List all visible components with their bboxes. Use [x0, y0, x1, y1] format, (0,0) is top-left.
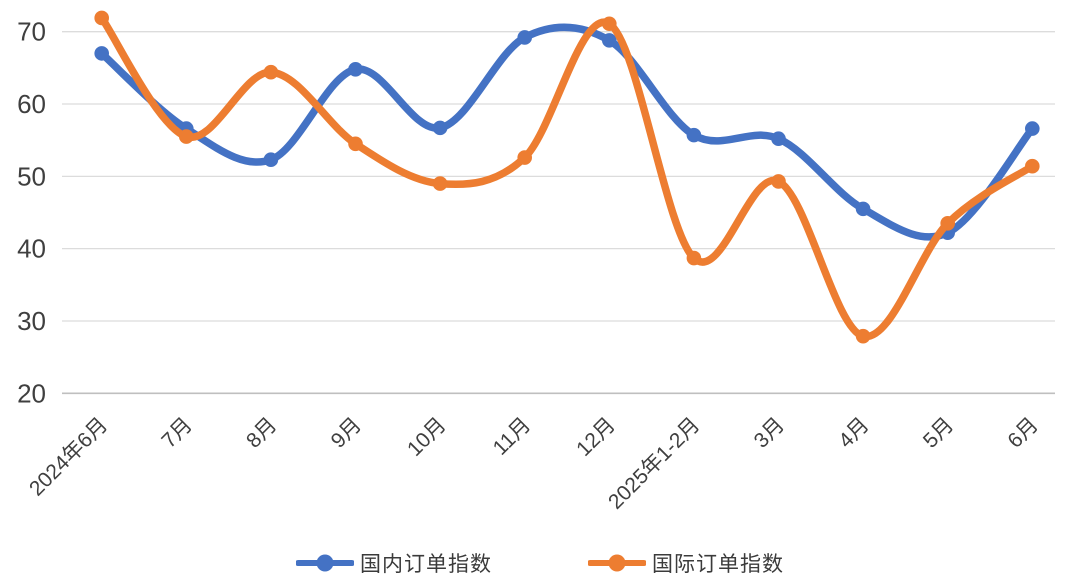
data-point-marker-1 — [348, 136, 363, 152]
data-point-marker-0 — [771, 131, 786, 147]
data-point-marker-0 — [432, 120, 448, 136]
x-tick-label: 4月 — [834, 413, 873, 452]
series-line-1 — [97, 14, 1037, 340]
data-point-marker-1 — [686, 250, 702, 266]
data-point-marker-1 — [1025, 158, 1040, 174]
legend-label: 国内订单指数 — [360, 553, 492, 576]
data-point-marker-0 — [348, 62, 363, 77]
chart-canvas: 20 30 40 50 60 70 2024年6月 7月 8月 9月 10月 11月 12月2025年1… — [17, 10, 1055, 514]
data-point-marker-0 — [263, 152, 279, 168]
x-tick-label: 7月 — [157, 413, 196, 452]
x-tick-label: 6月 — [1003, 413, 1042, 452]
data-point-marker-1 — [263, 64, 279, 80]
y-tick-label: 30 — [17, 306, 46, 336]
data-point-marker-0 — [94, 46, 109, 61]
data-point-marker-1 — [602, 16, 617, 32]
x-tick-label: 2024年6月 — [25, 413, 112, 500]
x-tick-label: 2025年1-2月 — [604, 413, 704, 513]
legend-label: 国际订单指数 — [652, 553, 784, 576]
legend: 国内订单指数 国际订单指数 — [0, 548, 1080, 578]
data-point-marker-1 — [855, 328, 871, 344]
x-tick-label: 3月 — [750, 413, 789, 452]
data-point-marker-1 — [940, 216, 955, 231]
data-point-marker-0 — [855, 201, 871, 217]
data-point-marker-1 — [94, 10, 109, 26]
y-tick-label: 70 — [17, 17, 46, 47]
x-tick-label: 5月 — [919, 413, 958, 452]
data-point-marker-1 — [771, 174, 786, 189]
x-tick-label: 11月 — [489, 413, 536, 460]
y-tick-label: 20 — [17, 378, 46, 408]
legend-item-domestic: 国内订单指数 — [296, 548, 492, 578]
data-point-marker-0 — [686, 127, 702, 143]
data-point-marker-0 — [517, 30, 532, 45]
x-tick-label: 9月 — [327, 413, 366, 452]
data-point-marker-0 — [602, 33, 617, 48]
legend-line-dot-swatch — [588, 554, 646, 572]
data-point-marker-1 — [179, 129, 194, 144]
y-tick-label: 40 — [17, 234, 46, 264]
data-point-marker-0 — [1025, 121, 1040, 136]
x-tick-label: 10月 — [403, 413, 451, 461]
x-tick-label: 12月 — [572, 413, 620, 461]
series-line-0 — [97, 23, 1037, 241]
x-tick-label: 8月 — [242, 413, 281, 452]
data-point-marker-1 — [517, 150, 532, 165]
data-point-marker-1 — [432, 176, 448, 191]
legend-line-dot-swatch — [296, 554, 354, 572]
y-tick-label: 60 — [17, 89, 46, 119]
legend-item-international: 国际订单指数 — [588, 548, 784, 578]
y-tick-label: 50 — [17, 161, 46, 191]
